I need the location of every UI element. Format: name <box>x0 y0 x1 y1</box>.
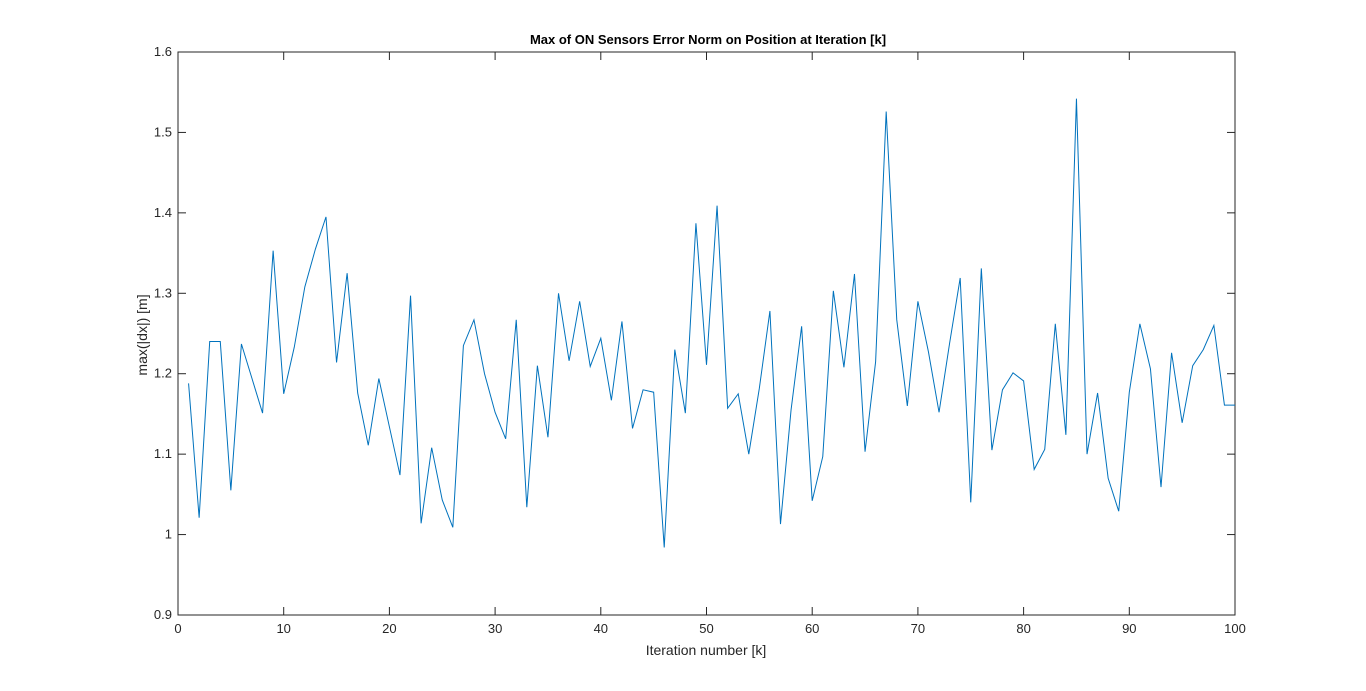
x-axis-label: Iteration number [k] <box>646 642 767 658</box>
x-tick-label: 30 <box>488 621 502 636</box>
series-line <box>188 98 1235 548</box>
x-tick-label: 90 <box>1122 621 1136 636</box>
x-tick-label: 50 <box>699 621 713 636</box>
y-tick-label: 1 <box>165 527 172 542</box>
x-tick-label: 40 <box>594 621 608 636</box>
y-tick-label: 1.6 <box>154 44 172 59</box>
y-tick-label: 1.2 <box>154 366 172 381</box>
plot-box <box>177 51 1236 616</box>
y-tick-label: 1.4 <box>154 205 172 220</box>
x-tick-label: 10 <box>276 621 290 636</box>
x-tick-label: 80 <box>1016 621 1030 636</box>
x-tick-label: 0 <box>174 621 181 636</box>
y-axis-label: max(|dx|) [m] <box>134 294 150 375</box>
plot-area: 0 10 20 30 40 50 60 70 80 90 100 0.9 1 1.1 1.2 1.3 1.4 1.… <box>154 44 1246 636</box>
y-tick-label: 1.5 <box>154 124 172 139</box>
chart-title: Max of ON Sensors Error Norm on Position… <box>530 32 886 47</box>
y-tick-label: 1.1 <box>154 446 172 461</box>
x-tick-label: 70 <box>911 621 925 636</box>
x-tick-label: 20 <box>382 621 396 636</box>
x-tick-label: 60 <box>805 621 819 636</box>
y-tick-label: 1.3 <box>154 285 172 300</box>
x-tick-label: 100 <box>1224 621 1246 636</box>
y-tick-label: 0.9 <box>154 607 172 622</box>
